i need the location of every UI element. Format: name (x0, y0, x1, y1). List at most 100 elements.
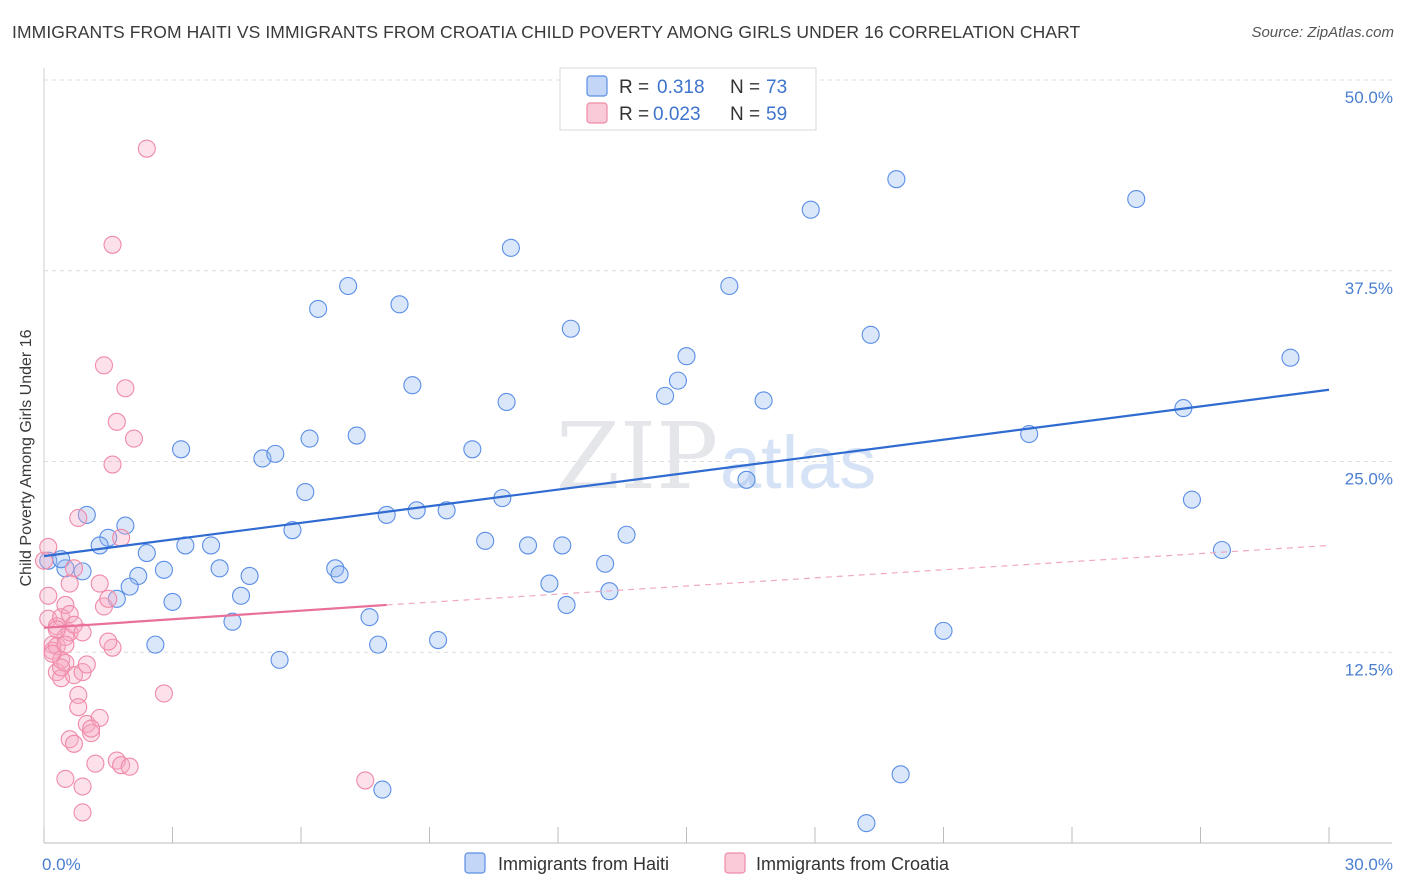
haiti-point-14 (146, 635, 165, 654)
haiti-point-21 (283, 521, 302, 540)
haiti-point-34 (407, 501, 426, 520)
haiti-point-24 (309, 299, 328, 318)
grid-lines (44, 79, 1392, 653)
haiti-point-32 (390, 295, 409, 314)
haiti-point-17 (223, 612, 242, 631)
bottom-legend-label-croatia: Immigrants from Croatia (756, 854, 950, 874)
croatia-point-15 (60, 605, 79, 624)
legend-n-label-haiti: N = (730, 77, 760, 98)
legend-swatch-croatia (586, 102, 608, 124)
haiti-point-40 (497, 392, 516, 412)
croatia-point-26 (77, 655, 96, 674)
croatia-point-24 (69, 698, 88, 717)
haiti-point-12 (240, 566, 259, 586)
croatia-point-32 (90, 574, 109, 593)
haiti-point-65 (1182, 490, 1201, 509)
haiti-point-31 (377, 505, 396, 524)
legend-box: R = 0.318 N = 73 R = 0.023 N = 59 (559, 67, 817, 131)
haiti-point-52 (677, 347, 696, 366)
haiti-point-44 (553, 536, 572, 555)
legend-swatch-haiti (586, 75, 608, 97)
haiti-point-6 (137, 544, 156, 563)
haiti-point-22 (296, 482, 315, 502)
haiti-point-69 (270, 650, 289, 669)
croatia-point-56 (356, 771, 375, 790)
haiti-point-46 (561, 319, 580, 338)
haiti-point-26 (330, 565, 349, 584)
haiti-point-23 (300, 429, 319, 448)
legend-r-value-croatia: 0.023 (653, 104, 701, 125)
croatia-point-47 (154, 684, 173, 703)
haiti-point-18 (172, 440, 191, 459)
croatia-point-39 (120, 757, 139, 776)
haiti-point-59 (891, 765, 910, 784)
croatia-point-35 (99, 632, 118, 651)
haiti-point-63 (1127, 189, 1146, 209)
haiti-point-43 (540, 574, 559, 593)
haiti-point-13 (231, 586, 251, 605)
croatia-point-28 (82, 724, 101, 743)
croatia-point-43 (107, 412, 126, 431)
haiti-point-61 (934, 621, 953, 640)
croatia-point-12 (56, 595, 75, 614)
x-tick-label-0: 0.0% (42, 855, 81, 874)
croatia-point-1 (39, 537, 58, 557)
haiti-point-51 (668, 371, 687, 390)
haiti-point-28 (347, 426, 366, 445)
croatia-point-45 (103, 235, 122, 254)
croatia-point-19 (64, 559, 84, 578)
croatia-point-58 (47, 620, 66, 639)
croatia-point-54 (56, 635, 75, 654)
haiti-point-49 (617, 525, 636, 544)
haiti-point-41 (501, 238, 520, 257)
bottom-legend-label-haiti: Immigrants from Haiti (498, 854, 669, 874)
y-tick-label-2: 37.5% (1345, 279, 1393, 298)
haiti-point-36 (437, 501, 456, 520)
haiti-point-10 (202, 536, 221, 555)
haiti-point-60 (857, 814, 876, 833)
haiti-point-42 (518, 536, 538, 555)
haiti-point-47 (596, 554, 615, 573)
croatia-point-38 (112, 528, 131, 547)
croatia-point-21 (60, 574, 79, 593)
croatia-point-52 (73, 803, 92, 822)
croatia-point-42 (103, 455, 122, 474)
watermark-atlas: atlas (720, 421, 876, 504)
haiti-point-29 (360, 608, 379, 627)
croatia-point-53 (43, 644, 62, 663)
trend-lines (43, 388, 1330, 629)
croatia-trend-line (43, 603, 387, 629)
legend-r-label-haiti: R = (619, 77, 649, 98)
haiti-point-15 (163, 592, 182, 611)
haiti-point-56 (801, 200, 820, 219)
haiti-point-20 (266, 444, 285, 463)
legend-n-value-croatia: 59 (766, 104, 787, 125)
tick-labels: 12.5% 25.0% 37.5% 50.0% 0.0% 30.0% (42, 88, 1393, 874)
croatia-point-33 (99, 589, 118, 608)
haiti-point-30 (369, 635, 388, 654)
croatia-point-46 (137, 139, 156, 158)
haiti-point-50 (656, 386, 675, 405)
haiti-trend-line (43, 388, 1330, 558)
haiti-point-33 (403, 376, 422, 395)
croatia-point-29 (86, 754, 105, 773)
croatia-point-41 (94, 356, 114, 375)
y-tick-label-0: 12.5% (1345, 660, 1393, 679)
legend-r-value-haiti: 0.318 (657, 77, 705, 98)
axes (43, 68, 1392, 844)
croatia-trend-line-extended (386, 544, 1330, 606)
haiti-point-35 (429, 630, 448, 650)
haiti-point-37 (463, 440, 482, 459)
croatia-point-51 (73, 777, 92, 796)
croatia-point-22 (73, 623, 92, 642)
legend-n-value-haiti: 73 (766, 77, 787, 98)
data-points (34, 139, 1300, 833)
croatia-point-57 (82, 719, 101, 738)
bottom-legend-swatch-haiti (464, 852, 486, 874)
haiti-point-8 (154, 560, 173, 579)
haiti-point-27 (339, 276, 358, 296)
haiti-point-45 (557, 595, 576, 614)
x-tick-label-1: 30.0% (1345, 855, 1393, 874)
bottom-legend: Immigrants from Haiti Immigrants from Cr… (464, 852, 950, 874)
haiti-point-53 (720, 276, 739, 296)
